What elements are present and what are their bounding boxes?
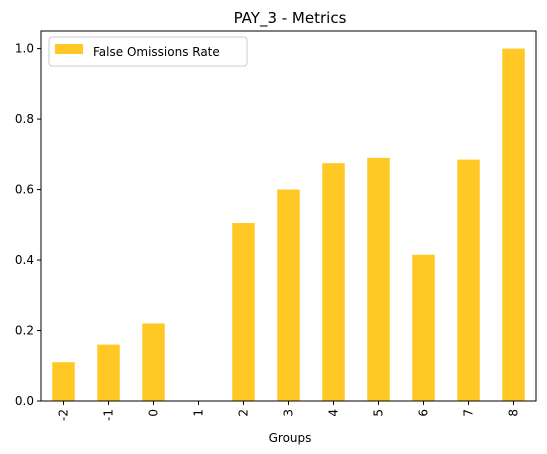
x-tick-label-2: 2 bbox=[237, 409, 251, 417]
bar-5 bbox=[367, 157, 390, 401]
y-tick-label-0.4: 0.4 bbox=[15, 253, 34, 267]
x-tick-label--1: -1 bbox=[102, 409, 116, 421]
x-tick-label--2: -2 bbox=[57, 409, 71, 421]
x-tick-label-6: 6 bbox=[417, 409, 431, 417]
y-tick-label-0.2: 0.2 bbox=[15, 324, 34, 338]
x-tick-label-0: 0 bbox=[147, 409, 161, 417]
y-tick-label-0.8: 0.8 bbox=[15, 112, 34, 126]
x-axis: -2 -1 0 1 2 3 4 5 6 7 8 bbox=[57, 401, 521, 421]
x-tick-label-1: 1 bbox=[192, 409, 206, 417]
y-tick-label-0.6: 0.6 bbox=[15, 183, 34, 197]
bar-2 bbox=[232, 223, 255, 401]
bar--2 bbox=[52, 362, 75, 401]
chart-title: PAY_3 - Metrics bbox=[234, 9, 347, 28]
bar-6 bbox=[412, 254, 435, 401]
bar-3 bbox=[277, 189, 300, 401]
x-tick-label-8: 8 bbox=[507, 409, 521, 417]
y-tick-label-1.0: 1.0 bbox=[15, 42, 34, 56]
x-tick-label-3: 3 bbox=[282, 409, 296, 417]
bar-4 bbox=[322, 163, 345, 401]
x-tick-label-7: 7 bbox=[462, 409, 476, 417]
y-axis: 0.0 0.2 0.4 0.6 0.8 1.0 bbox=[15, 42, 41, 408]
x-tick-label-5: 5 bbox=[372, 409, 386, 417]
bar--1 bbox=[97, 344, 120, 401]
y-tick-label-0.0: 0.0 bbox=[15, 394, 34, 408]
legend: False Omissions Rate bbox=[48, 36, 248, 67]
bars-group bbox=[52, 48, 525, 401]
bar-0 bbox=[142, 323, 165, 401]
bar-8 bbox=[502, 48, 525, 401]
legend-label: False Omissions Rate bbox=[93, 45, 220, 59]
x-tick-label-4: 4 bbox=[327, 409, 341, 417]
x-axis-label: Groups bbox=[269, 431, 312, 445]
legend-box bbox=[48, 36, 248, 67]
bar-7 bbox=[457, 159, 480, 401]
legend-swatch bbox=[55, 44, 83, 54]
